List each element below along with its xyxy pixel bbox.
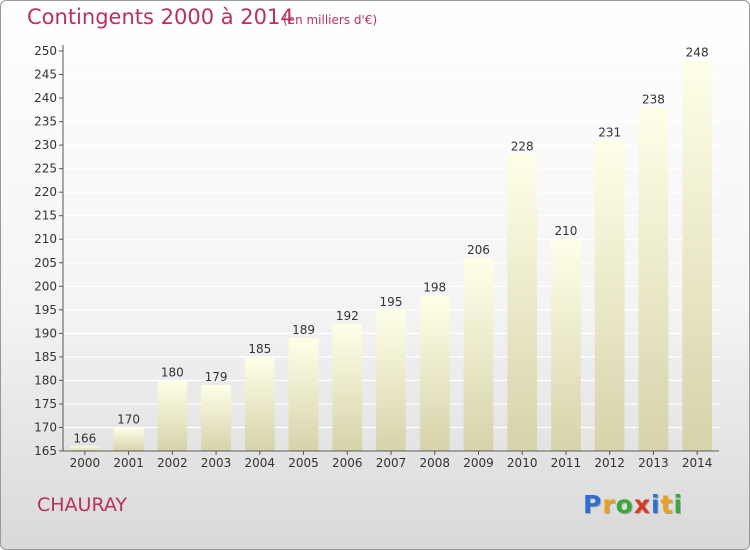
- data-label: 248: [686, 45, 709, 59]
- y-tick-label: 220: [34, 185, 57, 199]
- x-tick-label: 2008: [419, 456, 450, 470]
- y-tick-label: 205: [34, 256, 57, 270]
- x-tick-label: 2004: [245, 456, 276, 470]
- data-label: 198: [423, 281, 446, 295]
- y-tick-label: 200: [34, 279, 57, 293]
- bar: [69, 446, 100, 451]
- data-label: 180: [161, 365, 184, 379]
- labels: 165 170 175 180 185 190 195 200 205 210 215 220 225 2…: [34, 44, 712, 470]
- data-label: 192: [336, 309, 359, 323]
- y-tick-label: 215: [34, 209, 57, 223]
- x-tick-label: 2003: [201, 456, 232, 470]
- data-label: 195: [380, 295, 403, 309]
- y-tick-label: 170: [34, 420, 57, 434]
- bar: [288, 338, 319, 451]
- bar: [376, 309, 406, 451]
- bar: [201, 385, 231, 451]
- x-tick-label: 2002: [157, 456, 188, 470]
- chart-subtitle: (en milliers d'€): [283, 13, 378, 27]
- x-tick-label: 2001: [113, 456, 144, 470]
- data-label: 179: [205, 370, 228, 384]
- bar: [332, 323, 363, 451]
- logo-letter: o: [615, 490, 634, 519]
- x-tick-label: 2007: [376, 456, 407, 470]
- bar: [244, 356, 275, 451]
- x-tick-label: 2013: [638, 456, 669, 470]
- y-tick-label: 225: [34, 162, 57, 176]
- data-label: 166: [73, 431, 96, 445]
- proxiti-logo: Proxiti: [583, 490, 683, 519]
- y-tick-label: 175: [34, 397, 57, 411]
- place-name: CHAURAY: [37, 494, 128, 516]
- logo-letter: i: [673, 490, 684, 519]
- logo-letter: t: [660, 490, 674, 519]
- y-tick-label: 230: [34, 138, 57, 152]
- y-tick-label: 180: [34, 373, 57, 387]
- logo-letter: i: [651, 490, 661, 519]
- bar: [113, 427, 144, 451]
- y-tick-label: 240: [34, 91, 57, 105]
- x-tick-label: 2009: [463, 456, 494, 470]
- bar: [507, 154, 538, 451]
- data-label: 189: [292, 323, 315, 337]
- x-tick-label: 2012: [594, 456, 625, 470]
- logo-letter: r: [602, 490, 616, 519]
- bar: [551, 239, 581, 451]
- y-tick-label: 235: [34, 115, 57, 129]
- y-tick-label: 185: [34, 350, 57, 364]
- data-label: 210: [554, 224, 577, 238]
- bars: [69, 60, 713, 452]
- x-tick-label: 2006: [332, 456, 363, 470]
- bar: [682, 60, 713, 451]
- x-tick-label: 2000: [70, 456, 101, 470]
- logo-letter: x: [633, 490, 651, 519]
- data-label: 206: [467, 243, 490, 257]
- chart-title: Contingents 2000 à 2014: [27, 5, 294, 29]
- y-tick-label: 165: [34, 444, 57, 458]
- bar: [157, 380, 188, 451]
- y-tick-label: 195: [34, 303, 57, 317]
- y-tick-label: 210: [34, 232, 57, 246]
- x-tick-label: 2011: [551, 456, 582, 470]
- data-label: 185: [248, 342, 271, 356]
- axes: [59, 45, 719, 455]
- y-tick-label: 190: [34, 326, 57, 340]
- data-label: 238: [642, 92, 665, 106]
- x-tick-label: 2010: [507, 456, 538, 470]
- data-label: 231: [598, 125, 621, 139]
- x-tick-label: 2005: [288, 456, 319, 470]
- bar: [594, 140, 625, 452]
- bar: [638, 107, 669, 452]
- logo-letter: P: [583, 490, 603, 519]
- data-label: 228: [511, 140, 534, 154]
- data-label: 170: [117, 412, 140, 426]
- y-tick-label: 250: [34, 44, 57, 58]
- bar: [419, 295, 450, 451]
- x-tick-label: 2014: [682, 456, 713, 470]
- y-tick-label: 245: [34, 68, 57, 82]
- bar: [463, 258, 494, 451]
